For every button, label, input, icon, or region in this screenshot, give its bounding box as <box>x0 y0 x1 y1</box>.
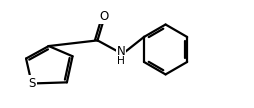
Text: S: S <box>28 77 35 90</box>
Text: H: H <box>117 56 125 66</box>
Text: O: O <box>100 10 109 23</box>
Text: N: N <box>117 45 126 58</box>
